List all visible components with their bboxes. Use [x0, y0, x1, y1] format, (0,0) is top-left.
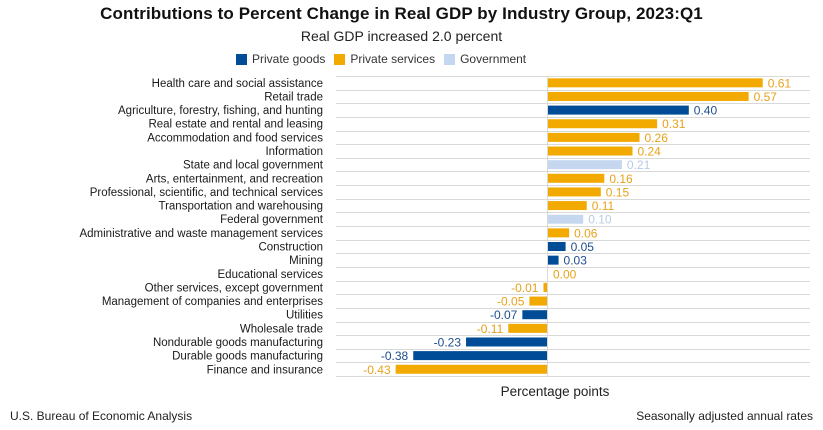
chart-title: Contributions to Percent Change in Real …	[0, 4, 823, 24]
bar-information	[548, 146, 633, 156]
value-label: 0.10	[588, 213, 612, 227]
value-labels: 0.610.57 0.40 0.310.260.240.210.160.150.11…	[363, 76, 791, 376]
legend-swatch-private-services	[334, 53, 346, 65]
value-label: -0.07	[490, 308, 518, 322]
value-label: 0.16	[609, 172, 633, 186]
bar-utilities	[522, 310, 547, 320]
bar-other-services-except-government	[543, 282, 547, 292]
category-label: Arts, entertainment, and recreation	[146, 173, 323, 185]
bar-agriculture-forestry-fishing-and-hunting	[548, 105, 689, 115]
category-label: Federal government	[220, 214, 324, 226]
value-label: 0.00	[553, 267, 577, 281]
value-label: -0.23	[434, 335, 462, 349]
bar-health-care-and-social-assistance	[548, 78, 763, 88]
category-label: Other services, except government	[145, 282, 324, 294]
category-label: Management of companies and enterprises	[102, 296, 323, 308]
bar-management-of-companies-and-enterprises	[529, 296, 547, 306]
bar-mining	[548, 255, 559, 265]
category-label: Nondurable goods manufacturing	[153, 337, 323, 349]
value-label: 0.05	[571, 240, 595, 254]
value-label: 0.26	[645, 131, 669, 145]
bar-nondurable-goods-manufacturing	[466, 337, 547, 347]
source-note: U.S. Bureau of Economic Analysis	[10, 409, 193, 423]
legend-item-private-services: Private services	[334, 52, 435, 66]
bar-durable-goods-manufacturing	[413, 351, 547, 361]
legend-item-private-goods: Private goods	[236, 52, 325, 66]
category-label: Retail trade	[264, 91, 323, 103]
category-label: Durable goods manufacturing	[172, 351, 323, 363]
category-label: Utilities	[286, 310, 323, 322]
value-label: -0.11	[477, 322, 504, 336]
value-label: 0.40	[694, 104, 718, 118]
value-label: 0.15	[606, 185, 630, 199]
bar-transportation-and-warehousing	[548, 201, 587, 211]
bar-accommodation-and-food-services	[548, 132, 640, 142]
legend-item-government: Government	[444, 52, 526, 66]
category-label: Wholesale trade	[240, 323, 323, 335]
category-label: Administrative and waste management serv…	[79, 228, 323, 240]
legend-label-private-services: Private services	[350, 52, 436, 66]
legend-swatch-private-goods	[236, 53, 247, 65]
bar-retail-trade	[548, 91, 749, 101]
value-label: 0.21	[627, 158, 651, 172]
category-label: Transportation and warehousing	[158, 201, 323, 213]
category-label: Accommodation and food services	[147, 132, 323, 144]
category-label: Construction	[258, 242, 323, 254]
legend-swatch-government	[444, 53, 456, 65]
value-label: 0.11	[592, 199, 615, 213]
category-label: Mining	[289, 255, 323, 267]
value-label: -0.01	[511, 281, 539, 295]
value-label: -0.38	[381, 349, 409, 363]
category-label: Information	[265, 146, 323, 158]
bar-construction	[548, 242, 566, 251]
category-labels: Health care and social assistanceRetail …	[79, 78, 323, 376]
value-label: -0.05	[497, 295, 525, 309]
category-label: State and local government	[183, 160, 324, 172]
bars	[395, 78, 763, 374]
category-label: Professional, scientific, and technical …	[90, 187, 324, 199]
value-label: 0.03	[564, 254, 588, 268]
legend-label-government: Government	[460, 52, 527, 66]
category-label: Real estate and rental and leasing	[148, 119, 323, 131]
bar-finance-and-insurance	[395, 364, 547, 374]
chart-subtitle: Real GDP increased 2.0 percent	[0, 28, 823, 44]
bar-professional-scientific-and-technical-services	[548, 187, 601, 197]
chart-subtitle-text: Real GDP increased 2.0 percent	[300, 28, 503, 44]
bar-federal-government	[548, 214, 584, 224]
value-label: 0.06	[574, 226, 598, 240]
chart-title-text: Contributions to Percent Change in Real …	[100, 4, 703, 23]
value-label: 0.31	[662, 117, 686, 131]
category-label: Health care and social assistance	[152, 78, 323, 90]
bar-arts-entertainment-and-recreation	[548, 173, 605, 183]
value-label: 0.61	[768, 76, 792, 90]
value-label: -0.43	[363, 363, 391, 377]
value-label: 0.24	[637, 145, 661, 159]
legend-label-private-goods: Private goods	[252, 52, 326, 66]
gridlines	[336, 76, 810, 377]
bar-wholesale-trade	[508, 323, 547, 333]
bar-real-estate-and-rental-and-leasing	[548, 119, 658, 129]
value-label: 0.57	[754, 90, 778, 104]
x-axis-label: Percentage points	[500, 384, 610, 399]
bar-administrative-and-waste-management-services	[548, 228, 570, 238]
category-label: Educational services	[218, 269, 324, 281]
category-label: Agriculture, forestry, fishing, and hunt…	[118, 105, 323, 117]
legend: Private goods Private services Governmen…	[236, 52, 535, 66]
bar-state-and-local-government	[548, 160, 622, 170]
category-label: Finance and insurance	[207, 364, 323, 376]
rates-note: Seasonally adjusted annual rates	[636, 409, 813, 423]
